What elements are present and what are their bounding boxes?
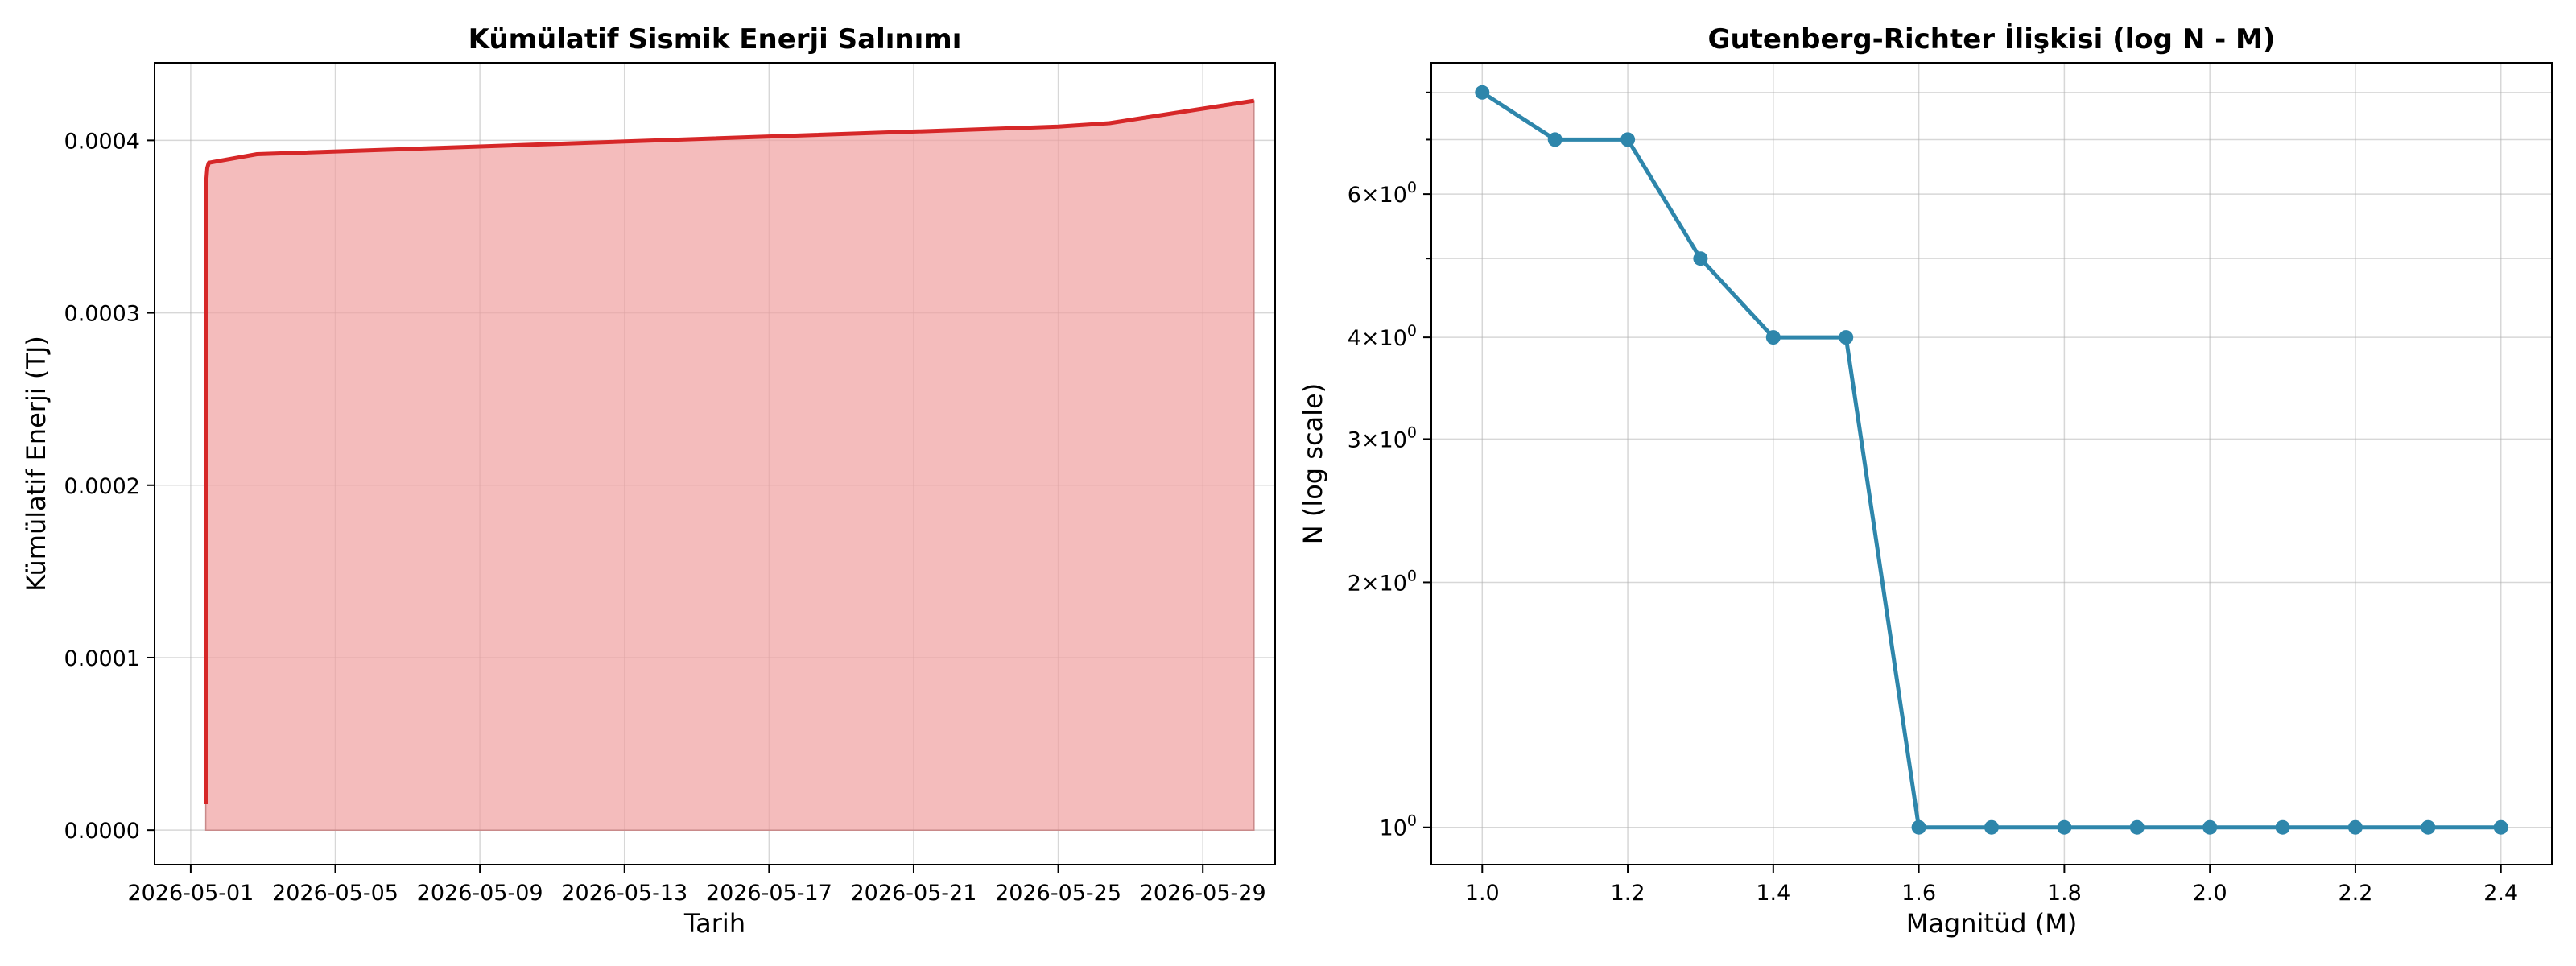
gr-data-point [1475, 85, 1490, 100]
gr-data-point [1693, 251, 1708, 266]
gr-data-point [2129, 819, 2145, 835]
gr-chart-frame [1430, 62, 2553, 865]
energy-x-tick-label: 2026-05-13 [561, 881, 687, 906]
energy-y-ticks: 0.0000 0.0001 0.0002 0.0003 0.0004 [64, 129, 155, 844]
gr-data-point [1839, 330, 1854, 345]
energy-chart: 2026-05-01 2026-05-05 2026-05-09 2026-05-13… [21, 23, 1276, 939]
gr-y-axis-label: N (log scale) [1298, 383, 1328, 544]
gr-y-tick-label: 100 [1380, 812, 1417, 841]
gr-chart-title: Gutenberg-Richter İlişkisi (log N - M) [1708, 23, 2276, 56]
gr-y-tick-label: 3×100 [1348, 423, 1417, 452]
gr-data-point [1620, 132, 1636, 147]
gutenberg-richter-chart: 1.0 1.2 1.4 1.6 1.8 2.0 2.2 2.4 100 2×100 3×100 4×… [1298, 23, 2553, 939]
energy-x-tick-label: 2026-05-01 [127, 881, 254, 906]
gr-x-tick-label: 1.4 [1756, 881, 1790, 906]
gr-x-tick-label: 2.4 [2483, 881, 2518, 906]
gr-x-tick-label: 2.2 [2338, 881, 2372, 906]
energy-area-fill [204, 100, 1255, 831]
gr-data-point [2347, 819, 2363, 835]
energy-x-tick-label: 2026-05-21 [851, 881, 977, 906]
gr-chart-grid [1431, 63, 2552, 865]
gr-data-point [1765, 330, 1781, 345]
gr-data-point [1984, 819, 1999, 835]
gr-x-axis-label: Magnitüd (M) [1906, 908, 2078, 939]
gr-x-tick-label: 1.2 [1611, 881, 1645, 906]
energy-y-tick-label: 0.0002 [64, 474, 140, 499]
gr-x-tick-label: 1.6 [1901, 881, 1936, 906]
gr-series-points [1475, 85, 2508, 835]
energy-x-tick-label: 2026-05-17 [706, 881, 832, 906]
energy-y-axis-label: Kümülatif Enerji (TJ) [21, 336, 52, 592]
energy-y-tick-label: 0.0004 [64, 129, 140, 154]
gr-data-point [2421, 819, 2436, 835]
gr-x-tick-label: 1.8 [2047, 881, 2082, 906]
gr-x-ticks: 1.0 1.2 1.4 1.6 1.8 2.0 2.2 2.4 [1465, 865, 2518, 906]
energy-y-tick-label: 0.0000 [64, 819, 140, 844]
energy-y-tick-label: 0.0003 [64, 302, 140, 327]
energy-series-line [204, 98, 1255, 805]
energy-x-tick-label: 2026-05-09 [417, 881, 543, 906]
energy-x-tick-label: 2026-05-25 [995, 881, 1121, 906]
energy-x-ticks: 2026-05-01 2026-05-05 2026-05-09 2026-05-13… [127, 865, 1266, 906]
gr-data-point [2493, 819, 2508, 835]
gr-data-point [2202, 819, 2218, 835]
energy-y-tick-label: 0.0001 [64, 646, 140, 671]
energy-chart-title: Kümülatif Sismik Enerji Salınımı [469, 23, 962, 56]
gr-x-tick-label: 1.0 [1465, 881, 1500, 906]
gr-y-tick-label: 2×100 [1348, 567, 1417, 596]
energy-chart-frame [154, 62, 1276, 865]
energy-x-axis-label: Tarih [683, 908, 745, 939]
gr-x-tick-label: 2.0 [2193, 881, 2227, 906]
gr-series-line [1480, 90, 2501, 830]
energy-x-tick-label: 2026-05-29 [1140, 881, 1266, 906]
gr-y-ticks: 100 2×100 3×100 4×100 6×100 [1348, 91, 1431, 841]
gr-y-tick-label: 6×100 [1348, 179, 1417, 208]
gr-data-point [1547, 132, 1563, 147]
gr-data-point [1911, 819, 1926, 835]
gr-data-point [2057, 819, 2072, 835]
energy-x-tick-label: 2026-05-05 [272, 881, 398, 906]
gr-data-point [2275, 819, 2290, 835]
gr-y-tick-label: 4×100 [1348, 322, 1417, 351]
